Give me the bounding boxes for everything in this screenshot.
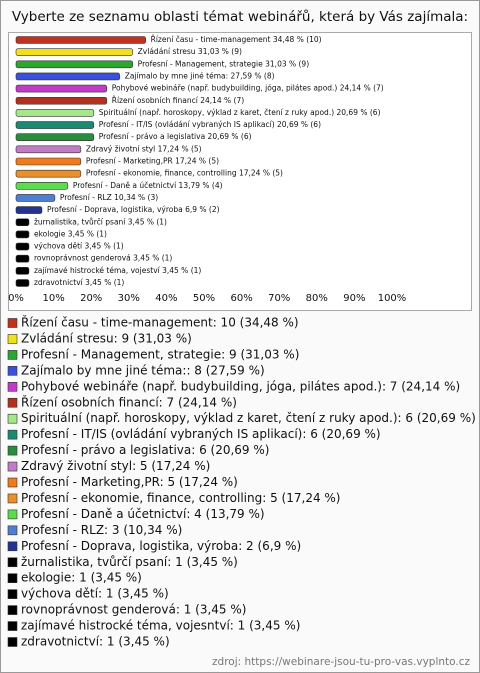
bar xyxy=(15,72,121,81)
bar xyxy=(15,121,95,129)
legend-swatch xyxy=(7,334,18,344)
legend-swatch xyxy=(7,493,18,504)
bar xyxy=(15,48,133,56)
x-tick-label: 0% xyxy=(8,293,24,304)
legend-label: Profesní - ekonomie, finance, controllin… xyxy=(21,491,340,505)
bar-label: ekologie 3,45 % (1) xyxy=(34,229,107,238)
legend-label: Profesní - právo a legislativa: 6 (20,69… xyxy=(21,443,269,457)
x-tick-label: 10% xyxy=(42,293,64,304)
bar-label: Zdravý životní styl 17,24 % (5) xyxy=(86,144,202,153)
legend-label: žurnalistika, tvůrčí psaní: 1 (3,45 %) xyxy=(21,555,238,569)
legend-swatch xyxy=(7,366,18,376)
bar-label: Profesní - právo a legislativa 20,69 % (… xyxy=(99,132,252,141)
bar xyxy=(15,84,108,93)
x-tick-label: 90% xyxy=(343,293,365,304)
x-tick-label: 50% xyxy=(193,293,215,304)
bar xyxy=(15,194,56,202)
bar xyxy=(15,267,30,275)
bar xyxy=(15,157,82,166)
bar-label: Profesní - Management, strategie 31,03 %… xyxy=(138,59,310,68)
legend-swatch xyxy=(7,621,18,631)
legend-label: Profesní - Marketing,PR: 5 (17,24 %) xyxy=(21,475,238,489)
x-tick-label: 20% xyxy=(80,293,102,304)
bar-label: zdravotnictví 3,45 % (1) xyxy=(34,278,124,287)
legend-swatch xyxy=(7,445,18,456)
bar-label: Profesní - Daně a účetnictví 13,79 % (4) xyxy=(73,181,223,190)
bar xyxy=(15,145,82,154)
x-tick-label: 30% xyxy=(118,293,140,304)
bar-label: Profesní - RLZ 10,34 % (3) xyxy=(60,193,158,202)
bar-label: Profesní - Marketing,PR 17,24 % (5) xyxy=(86,157,219,166)
legend-label: Zdravý životní styl: 5 (17,24 %) xyxy=(21,459,210,473)
legend-swatch xyxy=(7,429,18,440)
legend-swatch xyxy=(7,637,18,647)
bar xyxy=(15,36,146,44)
legend-label: Profesní - Management, strategie: 9 (31,… xyxy=(21,347,299,361)
bar xyxy=(15,230,30,239)
x-tick-label: 80% xyxy=(306,293,328,304)
legend-swatch xyxy=(7,318,18,328)
legend-label: rovnoprávnost genderová: 1 (3,45 %) xyxy=(21,603,246,617)
legend-label: zdravotnictví: 1 (3,45 %) xyxy=(21,635,170,649)
bar xyxy=(15,254,30,263)
legend-swatch xyxy=(7,413,18,424)
bar-label: žurnalistika, tvůrčí psaní 3,45 % (1) xyxy=(34,217,167,226)
legend-label: Profesní - IT/IS (ovládání vybraných IS … xyxy=(21,427,381,441)
bar xyxy=(15,133,95,141)
bar-label: zajímavé histrocké téma, vojeství 3,45 %… xyxy=(34,266,201,275)
legend-label: výchova dětí: 1 (3,45 %) xyxy=(21,587,169,601)
legend-swatch xyxy=(7,477,18,488)
bar-label: Pohybové webináře (např. budybuilding, j… xyxy=(112,84,384,93)
legend-swatch xyxy=(7,589,18,599)
bar-label: Profesní - Doprava, logistika, výroba 6,… xyxy=(47,205,220,214)
bar-label: rovnoprávnost genderová 3,45 % (1) xyxy=(34,254,172,263)
legend-label: zajímavé histrocké téma, vojesntví: 1 (3… xyxy=(21,619,300,633)
legend-swatch xyxy=(7,605,18,615)
legend-label: Zvládání stresu: 9 (31,03 %) xyxy=(21,331,192,345)
bar-label: Zvládání stresu 31,03 % (9) xyxy=(138,47,242,56)
legend-label: Řízení času - time-management: 10 (34,48… xyxy=(21,315,299,330)
legend-label: Řízení osobních financí: 7 (24,14 %) xyxy=(21,394,237,409)
legend-label: ekologie: 1 (3,45 %) xyxy=(21,571,142,585)
bar xyxy=(15,60,133,69)
chart-title: Vyberte ze seznamu oblasti témat webinář… xyxy=(12,9,468,25)
x-tick-label: 70% xyxy=(268,293,290,304)
legend-swatch xyxy=(7,381,18,392)
x-tick-label: 60% xyxy=(230,293,252,304)
bar xyxy=(15,242,30,251)
bar xyxy=(15,109,95,117)
x-tick-label: 100% xyxy=(378,293,407,304)
legend-label: Zajímalo by mne jiné téma:: 8 (27,59 %) xyxy=(21,363,265,377)
bar xyxy=(15,279,30,287)
legend-label: Profesní - RLZ: 3 (10,34 %) xyxy=(21,523,182,537)
bar-label: Zajímalo by mne jiné téma: 27,59 % (8) xyxy=(125,71,275,80)
legend-swatch xyxy=(7,350,18,360)
bar-label: Řízení času - time-management 34,48 % (1… xyxy=(151,35,322,44)
legend-label: Spirituální (např. horoskopy, výklad z k… xyxy=(21,411,476,425)
bar-label: Profesní - ekonomie, finance, controllin… xyxy=(86,169,283,178)
legend-swatch xyxy=(7,525,18,536)
source: zdroj: https://webinare-jsou-tu-pro-vas.… xyxy=(212,656,470,668)
bar-label: Profesní - IT/IS (ovládání vybraných IS … xyxy=(99,120,321,129)
bar-label: Řízení osobních financí 24,14 % (7) xyxy=(112,96,244,105)
bar xyxy=(15,169,82,178)
bar-label: výchova dětí 3,45 % (1) xyxy=(34,242,124,251)
bar-label: Spirituální (např. horoskopy, výklad z k… xyxy=(99,108,381,117)
bar xyxy=(15,182,69,190)
legend-label: Pohybové webináře (např. budybuilding, j… xyxy=(21,379,460,393)
bar xyxy=(15,96,108,105)
legend-swatch xyxy=(7,573,18,584)
legend-swatch xyxy=(7,397,18,408)
legend-label: Profesní - Doprava, logistika, výroba: 2… xyxy=(21,539,301,553)
legend-label: Profesní - Daně a účetnictví: 4 (13,79 %… xyxy=(21,507,265,521)
legend-swatch xyxy=(7,461,18,472)
bar xyxy=(15,206,43,214)
legend-swatch xyxy=(7,541,18,552)
legend-swatch xyxy=(7,509,18,520)
bar xyxy=(15,218,30,227)
x-tick-label: 40% xyxy=(155,293,177,304)
legend-swatch xyxy=(7,557,18,568)
